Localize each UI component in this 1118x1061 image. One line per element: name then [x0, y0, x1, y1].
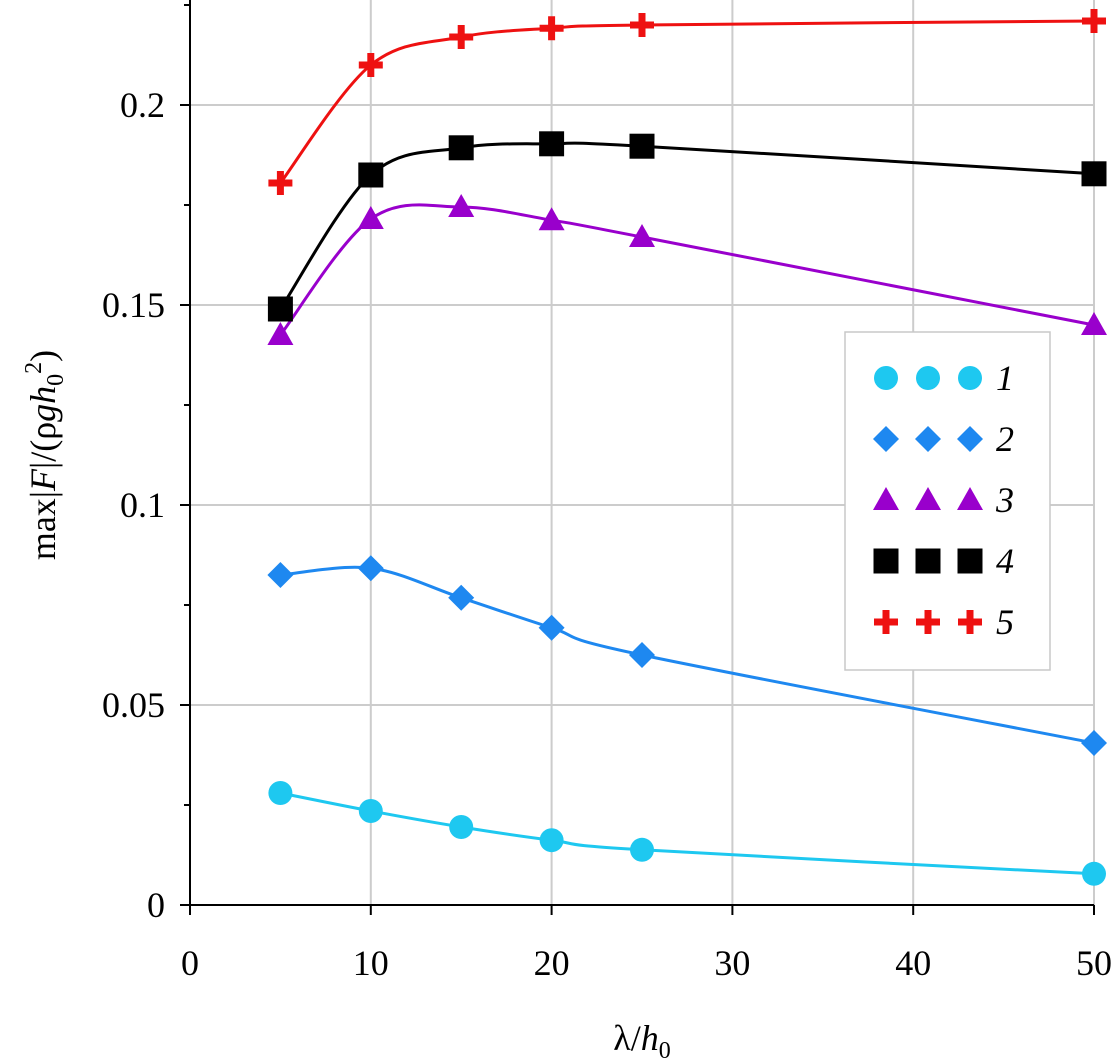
- legend-marker-1: [958, 366, 982, 390]
- data-point-4: [1081, 161, 1107, 187]
- legend-marker-2: [957, 426, 983, 452]
- legend-marker-1: [916, 366, 940, 390]
- x-tick-label: 30: [714, 943, 750, 983]
- data-point-3: [538, 207, 565, 231]
- x-tick-label: 50: [1076, 943, 1112, 983]
- data-point-1: [539, 828, 564, 853]
- legend-marker-5: [958, 610, 982, 634]
- y-tick-label: 0.15: [102, 285, 165, 325]
- legend-marker-3: [915, 487, 941, 510]
- data-point-1: [1082, 861, 1106, 886]
- data-point-1: [268, 781, 293, 805]
- data-point-3: [357, 206, 384, 229]
- data-point-2: [538, 614, 565, 641]
- x-tick-label: 10: [353, 943, 389, 983]
- y-tick-label: 0: [147, 885, 165, 925]
- legend-item-2: 2: [873, 419, 1014, 459]
- legend-marker-3: [957, 487, 983, 510]
- data-point-4: [539, 131, 565, 157]
- legend-marker-2: [915, 426, 941, 452]
- data-point-5: [539, 16, 564, 41]
- series-1: [268, 781, 1106, 886]
- legend-label-3: 3: [995, 480, 1014, 520]
- legend-marker-5: [916, 610, 940, 634]
- data-point-3: [1081, 312, 1107, 335]
- y-tick-label: 0.2: [120, 85, 165, 125]
- data-point-4: [358, 162, 384, 188]
- data-point-4: [267, 296, 293, 322]
- data-point-4: [448, 135, 474, 161]
- y-axis-title: max|F|/(ρgh02): [21, 350, 69, 560]
- legend-marker-3: [873, 487, 899, 510]
- series-line-1: [280, 791, 1095, 876]
- data-point-2: [267, 562, 294, 588]
- legend-marker-2: [873, 426, 899, 452]
- legend-label-5: 5: [996, 602, 1014, 642]
- legend-item-1: 1: [874, 358, 1014, 398]
- data-point-2: [1081, 730, 1107, 756]
- legend-item-5: 5: [874, 602, 1014, 642]
- data-point-5: [630, 13, 654, 37]
- legend-item-4: 4: [873, 541, 1014, 581]
- data-point-4: [629, 133, 655, 159]
- data-point-1: [630, 837, 654, 862]
- series-group: [267, 9, 1107, 886]
- series-line-4: [279, 141, 1095, 310]
- data-point-5: [358, 53, 383, 77]
- legend-marker-1: [874, 366, 898, 390]
- data-point-3: [267, 322, 294, 345]
- y-tick-label: 0.1: [120, 485, 165, 525]
- legend-item-3: 3: [873, 480, 1014, 520]
- legend-marker-4: [957, 548, 983, 574]
- legend-marker-5: [874, 610, 898, 634]
- data-point-2: [629, 642, 655, 668]
- x-tick-label: 20: [534, 943, 570, 983]
- data-point-5: [268, 171, 293, 195]
- data-point-2: [357, 555, 384, 582]
- data-point-1: [449, 815, 474, 839]
- data-point-5: [449, 25, 474, 49]
- x-tick-label: 40: [895, 943, 931, 983]
- ticks: 0 10 20 30 40 50 0 0.05 0.1 0.15 0.2: [102, 4, 1112, 983]
- x-axis-title: λ/h0: [613, 1018, 670, 1061]
- series-line-3: [279, 203, 1095, 336]
- legend: 1 2 3 4 5: [844, 331, 1051, 671]
- series-line-5: [279, 19, 1095, 184]
- legend-marker-4: [873, 548, 899, 574]
- y-tick-label: 0.05: [102, 685, 165, 725]
- series-3: [267, 194, 1107, 345]
- series-2: [267, 555, 1107, 756]
- axes: [189, 0, 1094, 906]
- data-point-1: [358, 799, 383, 823]
- data-point-5: [1082, 9, 1106, 33]
- legend-marker-4: [915, 548, 941, 574]
- series-5: [268, 9, 1106, 195]
- data-point-3: [448, 194, 475, 217]
- legend-label-4: 4: [996, 541, 1014, 581]
- legend-label-2: 2: [996, 419, 1014, 459]
- data-point-2: [448, 584, 475, 611]
- legend-label-1: 1: [996, 358, 1014, 398]
- data-point-3: [629, 224, 655, 247]
- series-4: [267, 131, 1107, 322]
- x-tick-label: 0: [181, 943, 199, 983]
